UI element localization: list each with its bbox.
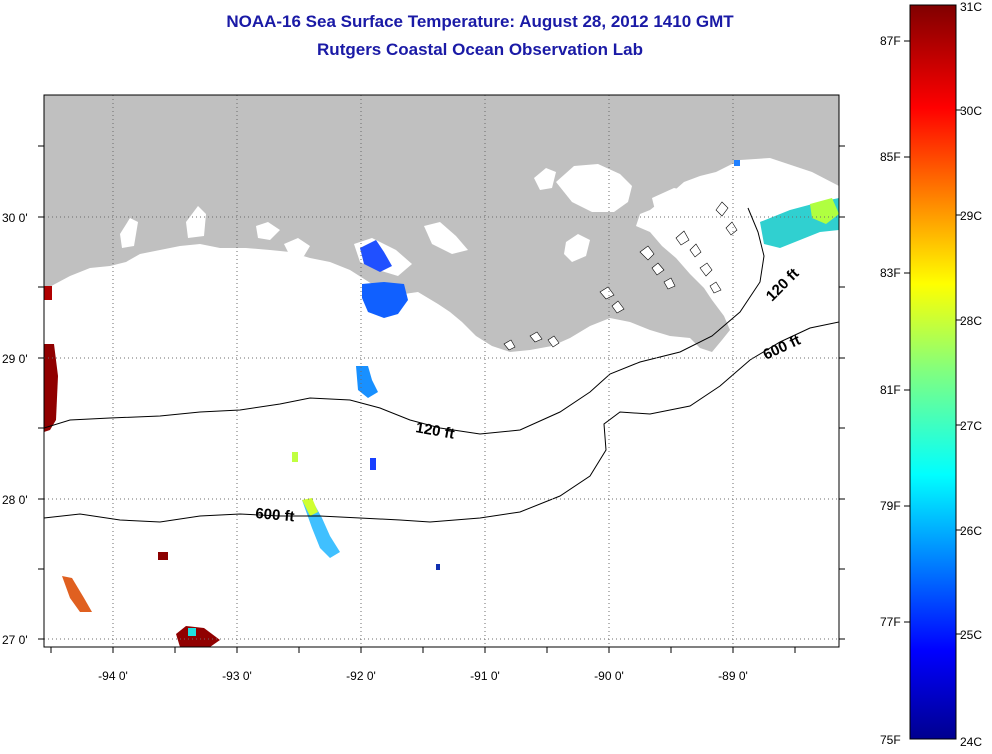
- sst-patch-slope-warm: [302, 498, 318, 516]
- colorbar-label-81f: 81F: [880, 383, 901, 397]
- colorbar-ticks: [904, 40, 962, 635]
- colorbar-label-25c: 25C: [960, 628, 983, 642]
- lon-label-94: -94 0': [98, 669, 128, 683]
- lat-label-27: 27 0': [2, 633, 28, 647]
- colorbar-label-24c: 24C: [960, 735, 983, 749]
- isobath-120ft: [44, 207, 765, 435]
- inland-lake: [120, 218, 138, 248]
- lat-label-29: 29 0': [2, 352, 28, 366]
- colorbar-label-27c: 27C: [960, 419, 983, 433]
- lat-label-30: 30 0': [2, 211, 28, 225]
- lat-label-28: 28 0': [2, 493, 28, 507]
- colorbar: [909, 4, 957, 740]
- colorbar-label-30c: 30C: [960, 104, 983, 118]
- sst-patch-south-1: [158, 552, 168, 560]
- sst-patch-vermilion-bay: [360, 240, 392, 272]
- isobath-label-600-west: 600 ft: [255, 505, 296, 525]
- inland-lake: [424, 222, 468, 254]
- lon-label-91: -91 0': [470, 669, 500, 683]
- colorbar-label-29c: 29C: [960, 209, 983, 223]
- colorbar-label-85f: 85F: [880, 150, 901, 164]
- delta-marsh: [503, 201, 738, 351]
- lon-label-90: -90 0': [594, 669, 624, 683]
- sst-patch-west-edge: [44, 344, 58, 432]
- frame-ticks: [38, 145, 845, 653]
- sst-patches: [44, 160, 839, 647]
- colorbar-label-79f: 79F: [880, 499, 901, 513]
- inland-lake: [256, 222, 280, 240]
- inland-lake: [652, 188, 704, 244]
- colorbar-label-77f: 77F: [880, 615, 901, 629]
- inland-lake: [556, 164, 632, 212]
- lon-label-89: -89 0': [718, 669, 748, 683]
- sst-patch-offshore-2: [370, 458, 376, 470]
- sst-patch-west-edge-2: [44, 286, 52, 300]
- sst-patch-offshore-1: [356, 366, 378, 398]
- map-frame: [43, 94, 840, 648]
- inland-lake: [284, 238, 310, 256]
- lon-label-92: -92 0': [346, 669, 376, 683]
- isobath-600ft: [44, 321, 839, 523]
- lon-label-93: -93 0': [222, 669, 252, 683]
- sst-patch-small-blue-2: [734, 160, 740, 166]
- graticule: [44, 95, 839, 647]
- colorbar-label-87f: 87F: [880, 34, 901, 48]
- colorbar-label-31c: 31C: [960, 0, 983, 14]
- colorbar-label-75f: 75F: [880, 733, 901, 747]
- inland-lake: [534, 168, 556, 190]
- colorbar-label-26c: 26C: [960, 524, 983, 538]
- map-subtitle: Rutgers Coastal Ocean Observation Lab: [317, 40, 643, 59]
- colorbar-label-28c: 28C: [960, 314, 983, 328]
- sst-patch-south-4: [188, 628, 196, 636]
- sst-patch-east-shelf-warm: [810, 198, 839, 224]
- sst-patch-south-2: [62, 576, 92, 612]
- map-title: NOAA-16 Sea Surface Temperature: August …: [226, 12, 734, 31]
- sst-patch-small-green: [292, 452, 298, 462]
- isobath-label-120-west: 120 ft: [414, 419, 456, 443]
- inland-lake: [186, 206, 206, 238]
- sst-patch-small-blue: [436, 564, 440, 570]
- sst-patch-marsh-island: [362, 282, 408, 318]
- sst-patch-south-3: [176, 626, 220, 647]
- colorbar-label-83f: 83F: [880, 266, 901, 280]
- inland-lake: [564, 234, 590, 262]
